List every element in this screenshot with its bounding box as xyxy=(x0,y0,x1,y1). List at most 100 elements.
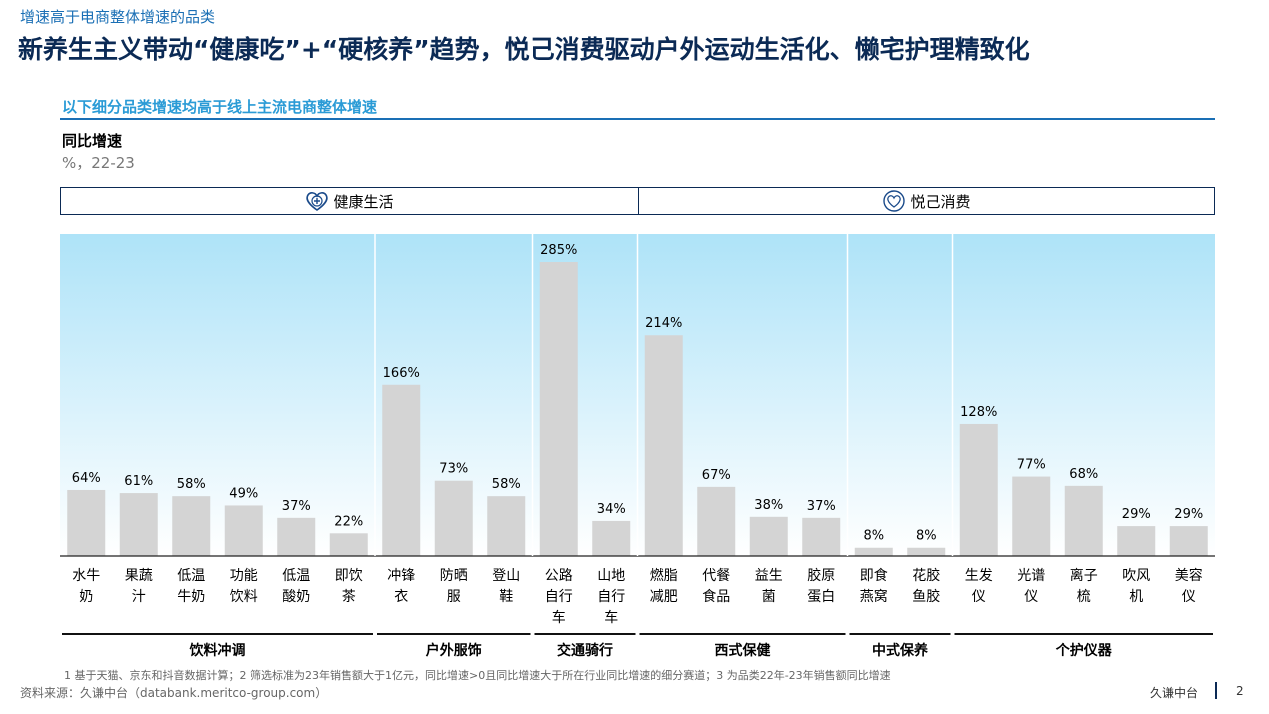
x-tick-label: 饮料 xyxy=(230,589,258,605)
x-tick-label: 仪 xyxy=(1182,589,1196,605)
bar xyxy=(592,520,631,556)
x-tick-label: 花胶 xyxy=(912,567,940,584)
section-health: 健康生活 xyxy=(60,187,639,215)
bar xyxy=(67,489,106,556)
bar xyxy=(224,505,263,556)
x-tick-label: 功能 xyxy=(230,568,258,584)
group-label: 户外服饰 xyxy=(426,642,482,659)
x-tick-label: 牛奶 xyxy=(177,589,205,605)
data-label: 29% xyxy=(1174,507,1203,522)
bar xyxy=(749,516,788,556)
y-axis-unit: %，22-23 xyxy=(62,154,135,172)
x-tick-label: 服 xyxy=(447,589,461,605)
x-tick-label: 鱼胶 xyxy=(912,588,940,605)
bar xyxy=(434,480,473,556)
data-label: 37% xyxy=(282,499,311,514)
bar xyxy=(329,533,368,556)
kicker: 增速高于电商整体增速的品类 xyxy=(20,8,216,26)
x-tick-label: 车 xyxy=(552,609,566,626)
bar xyxy=(1169,526,1208,556)
y-axis-label: 同比增速 xyxy=(62,132,123,150)
x-tick-label: 奶 xyxy=(79,589,93,605)
x-tick-label: 蛋白 xyxy=(807,589,835,605)
x-tick-label: 离子 xyxy=(1070,567,1098,584)
bar xyxy=(802,517,841,556)
group-label: 个护仪器 xyxy=(1055,642,1113,659)
bar xyxy=(697,486,736,556)
x-tick-label: 燃脂 xyxy=(650,567,678,584)
x-tick-label: 菌 xyxy=(762,589,776,605)
x-tick-label: 公路 xyxy=(545,568,573,584)
data-label: 8% xyxy=(916,529,937,544)
x-tick-label: 机 xyxy=(1129,589,1143,605)
x-tick-label: 水牛 xyxy=(72,568,100,584)
group-label: 中式保养 xyxy=(872,642,929,659)
data-label: 29% xyxy=(1122,507,1151,522)
x-tick-label: 登山 xyxy=(492,568,520,584)
x-tick-label: 低温 xyxy=(177,568,205,584)
x-tick-label: 鞋 xyxy=(499,589,513,605)
data-label: 34% xyxy=(597,502,626,517)
x-tick-label: 梳 xyxy=(1077,589,1091,605)
x-tick-label: 仪 xyxy=(972,589,986,605)
x-tick-label: 果蔬 xyxy=(125,568,153,584)
page-title: 新养生主义带动“健康吃”+“硬核养”趋势，悦己消费驱动户外运动生活化、懒宅护理精… xyxy=(18,35,1030,64)
group-label: 交通骑行 xyxy=(557,642,613,659)
bar xyxy=(907,547,946,556)
page-number: 2 xyxy=(1236,684,1244,698)
data-label: 58% xyxy=(492,477,521,492)
x-tick-label: 低温 xyxy=(282,568,310,584)
bar xyxy=(277,517,316,556)
bar xyxy=(644,335,683,556)
bar xyxy=(1064,485,1103,556)
x-tick-label: 生发 xyxy=(965,568,993,584)
x-tick-label: 美容 xyxy=(1175,567,1203,584)
data-label: 64% xyxy=(72,471,101,486)
x-tick-label: 即食 xyxy=(860,567,888,584)
divider xyxy=(1215,682,1217,699)
heart-smile-icon xyxy=(883,190,906,212)
x-tick-label: 衣 xyxy=(394,589,408,605)
bar xyxy=(172,496,211,556)
x-tick-label: 冲锋 xyxy=(387,568,415,584)
bar xyxy=(487,496,526,556)
data-label: 22% xyxy=(334,514,363,529)
divider xyxy=(60,118,1215,120)
bar xyxy=(539,262,578,556)
footnote: 1 基于天猫、京东和抖音数据计算；2 筛选标准为23年销售额大于1亿元，同比增速… xyxy=(64,669,891,682)
chart-subtitle: 以下细分品类增速均高于线上主流电商整体增速 xyxy=(62,98,378,116)
data-label: 214% xyxy=(645,316,682,331)
bar xyxy=(1117,526,1156,556)
x-tick-label: 减肥 xyxy=(650,589,678,605)
x-tick-label: 即饮 xyxy=(335,568,363,584)
x-tick-label: 酸奶 xyxy=(282,589,310,605)
group-label: 饮料冲调 xyxy=(189,642,246,659)
data-label: 73% xyxy=(439,462,468,477)
data-label: 58% xyxy=(177,477,206,492)
group-label: 西式保健 xyxy=(715,642,771,659)
section-label: 健康生活 xyxy=(333,192,394,211)
x-tick-label: 茶 xyxy=(342,589,356,605)
data-label: 68% xyxy=(1069,467,1098,482)
section-label: 悦己消费 xyxy=(910,192,971,211)
bar xyxy=(1012,476,1051,556)
source: 资料来源：久谦中台（databank.meritco-group.com） xyxy=(20,686,328,700)
bar xyxy=(382,384,421,556)
data-label: 61% xyxy=(124,474,153,489)
x-tick-label: 自行 xyxy=(545,589,573,605)
x-tick-label: 食品 xyxy=(702,588,730,605)
x-tick-label: 山地 xyxy=(597,568,625,584)
bar xyxy=(959,423,998,556)
data-label: 38% xyxy=(754,498,783,513)
section-joy: 悦己消费 xyxy=(638,187,1215,215)
heart-plus-icon xyxy=(306,192,329,211)
data-label: 67% xyxy=(702,468,731,483)
x-tick-label: 汁 xyxy=(132,589,146,605)
data-label: 285% xyxy=(540,243,577,258)
x-tick-label: 胶原 xyxy=(807,567,835,584)
x-tick-label: 防晒 xyxy=(440,568,468,584)
data-label: 77% xyxy=(1017,458,1046,473)
x-tick-label: 吹风 xyxy=(1122,568,1150,584)
brand: 久谦中台 xyxy=(1150,686,1199,700)
